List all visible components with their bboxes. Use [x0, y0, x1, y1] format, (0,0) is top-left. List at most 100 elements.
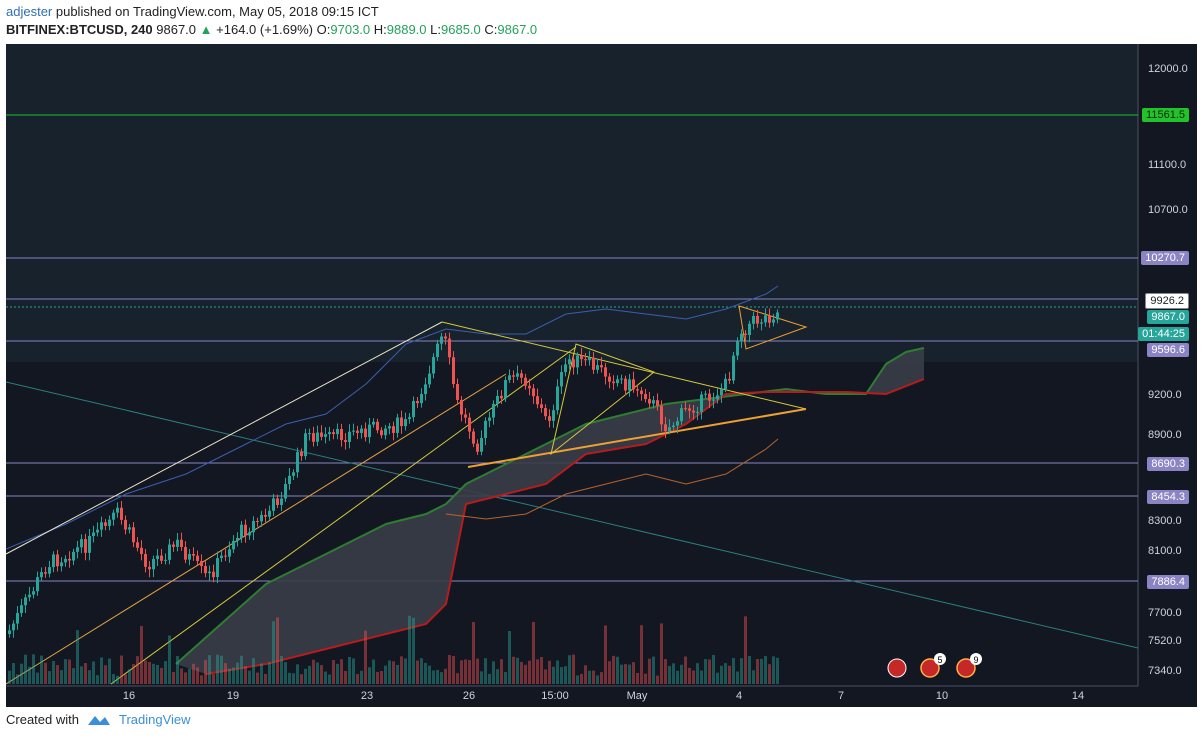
- volume-bar: [144, 660, 147, 684]
- channel-upper-white[interactable]: [6, 321, 443, 555]
- volume-bar: [732, 657, 735, 684]
- price-tag-purple[interactable]: 8690.3: [1147, 457, 1189, 471]
- candle-body: [72, 551, 75, 561]
- volume-bar: [336, 663, 339, 684]
- candle-body: [452, 357, 455, 385]
- volume-bar: [76, 630, 79, 684]
- volume-bar: [212, 674, 215, 684]
- volume-bar: [588, 670, 591, 684]
- volume-bar: [696, 663, 699, 684]
- candle-body: [356, 430, 359, 433]
- event-markers[interactable]: 5 9: [887, 653, 982, 678]
- event-flag-icon[interactable]: [920, 658, 940, 678]
- volume-bar: [572, 654, 575, 684]
- candle-body: [220, 555, 223, 559]
- candle-body: [284, 483, 287, 499]
- channel-orange[interactable]: [6, 373, 507, 685]
- candle-body: [572, 359, 575, 368]
- candle-body: [216, 558, 219, 578]
- volume-bar: [156, 664, 159, 684]
- volume-bar: [460, 660, 463, 684]
- candle-body: [208, 571, 211, 574]
- candle-body: [240, 524, 243, 538]
- volume-bar: [224, 663, 227, 684]
- volume-bar: [368, 667, 371, 684]
- candle-body: [608, 376, 611, 382]
- candle-body: [532, 388, 535, 397]
- candle-body: [280, 498, 283, 505]
- volume-bar: [192, 663, 195, 684]
- volume-bar: [560, 667, 563, 684]
- event-count-badge: [934, 653, 946, 665]
- price-tick: 8100.0: [1148, 545, 1182, 557]
- chart-canvas[interactable]: 5 9 12000.0 11100.0 10700.0 9200.0 8900.…: [6, 44, 1197, 707]
- candle-body: [404, 419, 407, 427]
- event-flag-icon[interactable]: [956, 658, 976, 678]
- volume-bar: [112, 674, 115, 684]
- candle-body: [160, 555, 163, 561]
- volume-bar: [56, 665, 59, 684]
- price-tag-current: 9867.0: [1147, 310, 1189, 324]
- candle-body: [720, 389, 723, 396]
- volume-bar: [272, 621, 275, 684]
- price-tick: 11100.0: [1148, 159, 1186, 171]
- triangle-upper[interactable]: [441, 321, 807, 410]
- candle-body: [680, 408, 683, 422]
- chart-svg[interactable]: 5 9 12000.0 11100.0 10700.0 9200.0 8900.…: [6, 44, 1197, 707]
- volume-bar: [372, 659, 375, 684]
- price-tag-purple[interactable]: 7886.4: [1147, 575, 1189, 589]
- volume-bar: [512, 656, 515, 684]
- time-tick: 15:00: [541, 690, 569, 702]
- candle-body: [200, 561, 203, 567]
- price-tag-green[interactable]: 11561.5: [1142, 108, 1189, 122]
- triangle-lower[interactable]: [467, 408, 807, 468]
- candle-body: [320, 432, 323, 437]
- candle-body: [492, 403, 495, 418]
- candle-body: [616, 379, 619, 384]
- volume-bar: [756, 658, 759, 684]
- candle-body: [276, 498, 279, 505]
- candle-body: [548, 416, 551, 421]
- volume-bar: [344, 670, 347, 684]
- volume-bar: [288, 672, 291, 684]
- price-tag-purple[interactable]: 10270.7: [1141, 251, 1189, 265]
- candle-body: [260, 514, 263, 522]
- volume-bar: [108, 658, 111, 684]
- symbol-info: BITFINEX:BTCUSD, 240 9867.0 ▲ +164.0 (+1…: [6, 22, 537, 37]
- candle-body: [752, 315, 755, 324]
- price-tag-purple[interactable]: 9596.6: [1147, 343, 1189, 357]
- candle-body: [444, 336, 447, 339]
- volume-bar: [88, 670, 91, 684]
- candle-body: [620, 378, 623, 380]
- volume-bar: [176, 656, 179, 684]
- candle-body: [332, 432, 335, 435]
- price-tick: 8300.0: [1148, 515, 1182, 527]
- candle-body: [288, 475, 291, 484]
- volume-bar: [428, 665, 431, 684]
- tradingview-link[interactable]: TradingView: [118, 712, 191, 727]
- pennant[interactable]: [738, 305, 808, 350]
- downtrend-line[interactable]: [6, 381, 1139, 649]
- volume-bar: [152, 663, 155, 684]
- event-flag-icon[interactable]: [887, 658, 907, 678]
- candle-body: [64, 558, 67, 563]
- volume-bar: [700, 670, 703, 684]
- volume-bar: [716, 672, 719, 684]
- author-link[interactable]: adjester: [6, 4, 53, 19]
- candle-body: [432, 357, 435, 374]
- triangle-small[interactable]: [550, 343, 656, 456]
- volume-bar: [236, 662, 239, 684]
- price-tick: 7340.0: [1148, 665, 1182, 677]
- candle-body: [516, 373, 519, 377]
- price-tag-purple[interactable]: 8454.3: [1147, 490, 1189, 504]
- candle-body: [40, 572, 43, 578]
- volume-bar: [168, 635, 171, 684]
- volume-bar: [620, 664, 623, 684]
- volume-bar: [228, 668, 231, 684]
- time-tick: May: [627, 690, 648, 702]
- symbol-name[interactable]: BITFINEX:BTCUSD, 240: [6, 22, 153, 37]
- volume-bar: [656, 675, 659, 684]
- volume-bar: [416, 660, 419, 684]
- candle-body: [168, 544, 171, 560]
- volume-bar: [384, 665, 387, 684]
